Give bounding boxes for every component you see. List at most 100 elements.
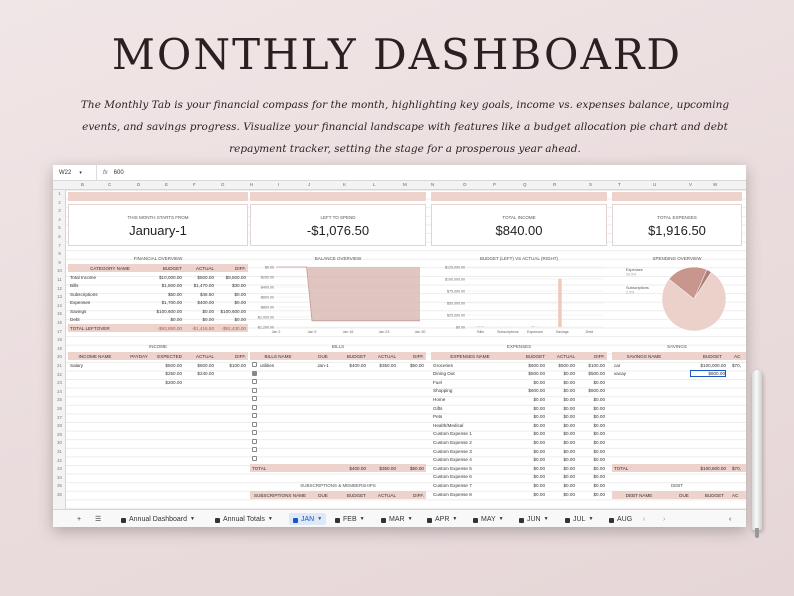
row-header[interactable]: 24	[57, 388, 62, 394]
chevron-down-icon[interactable]: ▼	[588, 516, 594, 522]
formula-input[interactable]: 600	[113, 169, 124, 176]
chevron-down-icon[interactable]: ▼	[317, 516, 323, 522]
scroll-tabs-right-icon[interactable]: ›	[663, 515, 666, 523]
sheet-tab-jan[interactable]: JAN ▼	[289, 513, 327, 525]
table-cell[interactable]: $0.00	[563, 396, 576, 402]
sheet-tab-annual-dashboard[interactable]: Annual Dashboard ▼	[121, 513, 195, 525]
row-header[interactable]: 13	[57, 294, 62, 300]
row-header[interactable]: 7	[58, 242, 61, 248]
table-cell[interactable]: Custom Expense 1	[433, 431, 472, 437]
column-header[interactable]: L	[373, 182, 376, 187]
row-header[interactable]: 21	[57, 363, 62, 368]
table-cell[interactable]: $10,000.00	[159, 274, 182, 280]
table-cell[interactable]: Pets	[433, 414, 443, 420]
table-cell[interactable]: $0.00	[533, 379, 546, 385]
balance-overview-chart[interactable]: BALANCE OVERVIEW $0.00 -$200.00 -$400.00 -$…	[250, 256, 426, 338]
table-cell[interactable]: $0.00	[593, 431, 606, 437]
table-cell[interactable]: $50.00	[409, 362, 424, 368]
table-cell[interactable]: $0.00	[563, 431, 576, 437]
row-header[interactable]: 3	[58, 208, 61, 214]
bar[interactable]	[480, 326, 485, 327]
table-cell[interactable]: Fuel	[433, 379, 442, 385]
row-header[interactable]: 36	[57, 492, 62, 497]
collapse-icon[interactable]: ‹	[729, 515, 732, 523]
row-header[interactable]: 26	[57, 406, 62, 411]
column-header[interactable]: O	[463, 182, 467, 187]
row-header[interactable]: 20	[57, 354, 62, 360]
row-header[interactable]: 9	[58, 259, 61, 265]
table-cell[interactable]: $0.00	[563, 465, 576, 471]
table-cell[interactable]: $1,500.00	[161, 283, 182, 288]
column-header[interactable]: U	[653, 182, 657, 187]
bar[interactable]	[531, 326, 535, 327]
table-cell[interactable]: $0.00	[533, 422, 546, 428]
table-cell[interactable]: $600.00	[528, 388, 545, 394]
table-cell[interactable]: $0.00	[563, 422, 576, 428]
table-cell[interactable]: $70,	[732, 362, 741, 368]
chevron-down-icon[interactable]: ▼	[359, 516, 365, 522]
row-header[interactable]: 10	[57, 268, 62, 274]
table-cell[interactable]: $0.00	[563, 448, 576, 454]
column-header[interactable]: V	[689, 182, 693, 187]
column-header[interactable]: T	[618, 182, 621, 187]
column-header[interactable]: R	[553, 182, 557, 187]
bill-paid-checkbox[interactable]	[252, 438, 257, 444]
table-cell[interactable]: $200.00	[165, 379, 182, 385]
table-cell[interactable]: $0.00	[593, 448, 606, 454]
column-header[interactable]: F	[193, 182, 196, 187]
chevron-down-icon[interactable]: ▼	[498, 516, 504, 522]
table-cell[interactable]: Jan-1	[317, 362, 329, 368]
table-cell[interactable]: Groceries	[433, 362, 453, 368]
budget-actual-chart[interactable]: BUDGET (LEFT) VS ACTUAL (RIGHT) $125,000…	[431, 256, 607, 338]
scroll-tabs-left-icon[interactable]: ‹	[643, 515, 646, 523]
row-header[interactable]: 32	[57, 457, 62, 463]
selected-cell[interactable]: $600.00	[690, 370, 726, 377]
row-header[interactable]: 28	[57, 423, 62, 429]
row-header[interactable]: 19	[57, 345, 62, 351]
row-header[interactable]: 23	[57, 380, 62, 386]
table-cell[interactable]: $0.00	[563, 388, 576, 394]
row-header[interactable]: 16	[57, 320, 62, 325]
bill-paid-checkbox[interactable]	[252, 370, 257, 376]
pie-slice[interactable]	[661, 271, 727, 332]
table-cell[interactable]: $0.00	[563, 405, 576, 411]
table-cell[interactable]: $0.00	[170, 317, 183, 322]
table-cell[interactable]: $0.00	[533, 439, 546, 445]
table-cell[interactable]: $350.00	[379, 362, 396, 368]
table-cell[interactable]: $0.00	[533, 465, 546, 471]
column-header[interactable]: H	[250, 182, 254, 187]
row-header[interactable]: 8	[58, 251, 61, 257]
table-cell[interactable]: Bills	[70, 283, 79, 288]
table-cell[interactable]: Custom Expense 2	[433, 439, 472, 445]
row-header[interactable]: 35	[57, 483, 62, 489]
bar[interactable]	[558, 278, 562, 327]
row-header[interactable]: 11	[57, 277, 62, 282]
table-cell[interactable]: Gifts	[433, 405, 443, 411]
table-cell[interactable]: Custom Expense 7	[433, 482, 472, 488]
table-cell[interactable]: $500.00	[165, 362, 182, 368]
row-header[interactable]: 6	[58, 234, 61, 239]
column-header[interactable]: S	[589, 182, 593, 187]
bill-paid-checkbox[interactable]	[252, 413, 257, 418]
row-header[interactable]: 31	[57, 449, 62, 454]
table-cell[interactable]: $0.00	[563, 474, 576, 480]
table-cell[interactable]: $250.00	[165, 371, 182, 376]
column-header[interactable]: C	[108, 182, 112, 187]
table-cell[interactable]: $0.00	[593, 422, 606, 428]
table-cell[interactable]: $100.00	[229, 362, 246, 368]
table-cell[interactable]: $0.00	[563, 379, 576, 385]
bar[interactable]	[476, 326, 481, 327]
table-cell[interactable]: $0.00	[593, 396, 606, 402]
row-header[interactable]: 27	[57, 414, 62, 420]
sheet-tab-apr[interactable]: APR ▼	[427, 513, 457, 525]
column-header[interactable]: E	[165, 182, 169, 187]
table-cell[interactable]: $0.00	[593, 414, 606, 420]
row-header[interactable]: 4	[58, 216, 61, 222]
table-cell[interactable]: $0.00	[533, 414, 546, 420]
sheet-tab-mar[interactable]: MAR ▼	[381, 513, 413, 525]
row-header[interactable]: 25	[57, 397, 62, 403]
bill-paid-checkbox[interactable]	[252, 404, 257, 410]
table-cell[interactable]: Subscriptions	[70, 291, 98, 297]
row-header[interactable]: 33	[57, 466, 62, 472]
table-cell[interactable]: $500.00	[197, 274, 214, 280]
